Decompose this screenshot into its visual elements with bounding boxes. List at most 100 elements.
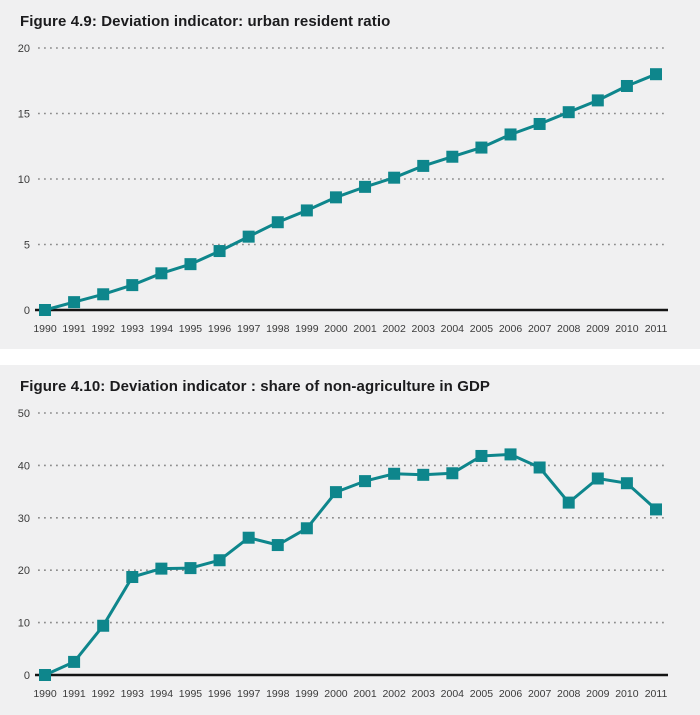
x-axis-tick-label-2007: 2007 (528, 688, 552, 700)
data-point-marker-2008 (562, 106, 575, 119)
data-point-marker-2003 (417, 468, 430, 481)
x-axis-tick-label-1992: 1992 (92, 688, 116, 700)
x-axis-tick-label-1998: 1998 (266, 688, 290, 700)
data-point-marker-1995 (184, 258, 197, 271)
data-point-marker-2005 (475, 141, 488, 154)
x-axis-tick-label-1996: 1996 (208, 323, 232, 335)
x-axis-tick-label-2002: 2002 (382, 688, 406, 700)
data-point-marker-2002 (388, 467, 401, 480)
figure-4-10-line-chart: 0 10 20 30 40 50 1990 1991 1992 1993 1994 1995 1996 1… (18, 408, 668, 700)
x-axis-tick-label-1994: 1994 (150, 688, 174, 700)
x-axis-tick-label-1990: 1990 (33, 688, 57, 700)
data-point-marker-2011 (650, 68, 662, 81)
x-axis-tick-label-2006: 2006 (499, 323, 523, 335)
x-axis-tick-label-2006: 2006 (499, 688, 523, 700)
x-axis-tick-label-1991: 1991 (62, 688, 86, 700)
data-point-marker-1994 (155, 267, 168, 280)
data-point-marker-1999 (300, 522, 313, 535)
data-point-marker-2005 (475, 449, 488, 462)
x-axis-tick-label-2005: 2005 (470, 323, 494, 335)
x-axis-tick-label-1999: 1999 (295, 688, 319, 700)
data-point-marker-2004 (446, 150, 459, 163)
data-point-marker-2007 (533, 117, 546, 130)
data-point-marker-2006 (504, 128, 517, 141)
x-axis-tick-label-1999: 1999 (295, 323, 319, 335)
x-axis-tick-label-1995: 1995 (179, 323, 203, 335)
data-point-marker-1993 (126, 279, 139, 292)
figure-4-10-panel: Figure 4.10: Deviation indicator : share… (0, 365, 700, 715)
x-axis-tick-label-2005: 2005 (470, 688, 494, 700)
y-axis-tick-label-10: 10 (18, 174, 30, 186)
x-axis-tick-label-1993: 1993 (121, 688, 145, 700)
data-point-marker-2007 (533, 461, 546, 474)
data-point-marker-2002 (388, 171, 401, 184)
x-axis-tick-label-2011: 2011 (645, 688, 668, 700)
y-axis-tick-label-10: 10 (18, 618, 30, 630)
data-point-marker-1997 (242, 531, 255, 544)
x-axis-tick-label-1997: 1997 (237, 323, 261, 335)
data-point-marker-1999 (300, 204, 313, 217)
data-point-marker-2000 (329, 486, 342, 499)
y-axis-tick-label-20: 20 (18, 565, 30, 577)
x-axis-tick-label-2008: 2008 (557, 323, 581, 335)
x-axis-tick-label-1998: 1998 (266, 323, 290, 335)
data-series-line (44, 72, 657, 312)
data-point-marker-2001 (359, 180, 372, 193)
x-axis-tick-label-2009: 2009 (586, 323, 610, 335)
data-point-marker-2006 (504, 448, 517, 461)
data-point-marker-1998 (271, 539, 284, 552)
data-point-marker-2008 (562, 496, 575, 509)
y-axis-tick-label-40: 40 (18, 460, 30, 472)
y-axis-tick-label-5: 5 (24, 240, 30, 252)
data-point-marker-2000 (329, 191, 342, 204)
x-axis-tick-label-1996: 1996 (208, 688, 232, 700)
x-axis-tick-label-2007: 2007 (528, 323, 552, 335)
data-point-marker-2010 (620, 477, 633, 490)
data-point-marker-1992 (97, 288, 110, 301)
x-axis-tick-label-1995: 1995 (179, 688, 203, 700)
x-axis-tick-label-2001: 2001 (353, 323, 377, 335)
x-axis-tick-label-2001: 2001 (353, 688, 377, 700)
data-point-marker-1994 (155, 562, 168, 575)
figure-4-9-panel: Figure 4.9: Deviation indicator: urban r… (0, 0, 700, 349)
data-point-marker-2009 (591, 94, 604, 107)
x-axis-tick-label-2000: 2000 (324, 688, 348, 700)
x-axis-tick-label-1993: 1993 (121, 323, 145, 335)
y-axis-tick-label-0: 0 (24, 305, 30, 317)
y-axis-tick-label-50: 50 (18, 408, 30, 420)
data-point-marker-2001 (359, 475, 372, 488)
x-axis-tick-label-2004: 2004 (441, 323, 465, 335)
figure-4-9-line-chart: 0 5 10 15 20 1990 1991 1992 1993 1994 1995 1996 1997… (18, 43, 668, 335)
y-axis-tick-label-30: 30 (18, 513, 30, 525)
x-axis-tick-label-2003: 2003 (412, 688, 436, 700)
data-series-line (44, 452, 658, 677)
x-axis-tick-label-2002: 2002 (382, 323, 406, 335)
data-point-marker-1992 (97, 619, 110, 632)
x-axis-tick-label-2010: 2010 (615, 323, 639, 335)
figure-4-10-title: Figure 4.10: Deviation indicator : share… (20, 378, 491, 395)
x-axis-tick-label-2010: 2010 (615, 688, 639, 700)
data-point-marker-2004 (446, 467, 459, 480)
y-axis-tick-label-15: 15 (18, 109, 30, 121)
data-point-marker-1998 (271, 216, 284, 229)
figure-4-9-title: Figure 4.9: Deviation indicator: urban r… (20, 13, 391, 30)
x-axis-tick-label-1992: 1992 (92, 323, 116, 335)
data-point-marker-2011 (650, 503, 662, 516)
x-axis-tick-label-2000: 2000 (324, 323, 348, 335)
data-point-marker-1995 (184, 562, 197, 575)
data-point-marker-2009 (591, 472, 604, 485)
data-point-marker-2010 (620, 79, 633, 92)
y-axis-tick-label-0: 0 (24, 670, 30, 682)
data-point-marker-1991 (68, 655, 81, 668)
x-axis-tick-label-1997: 1997 (237, 688, 261, 700)
x-axis-tick-label-1994: 1994 (150, 323, 174, 335)
data-point-marker-1996 (213, 554, 226, 567)
data-point-marker-1991 (68, 296, 81, 309)
x-axis-tick-label-2008: 2008 (557, 688, 581, 700)
y-axis-tick-label-20: 20 (18, 43, 30, 55)
data-point-marker-1990 (39, 304, 51, 316)
x-axis-tick-label-1991: 1991 (62, 323, 86, 335)
x-axis-tick-label-1990: 1990 (33, 323, 57, 335)
x-axis-tick-label-2004: 2004 (441, 688, 465, 700)
